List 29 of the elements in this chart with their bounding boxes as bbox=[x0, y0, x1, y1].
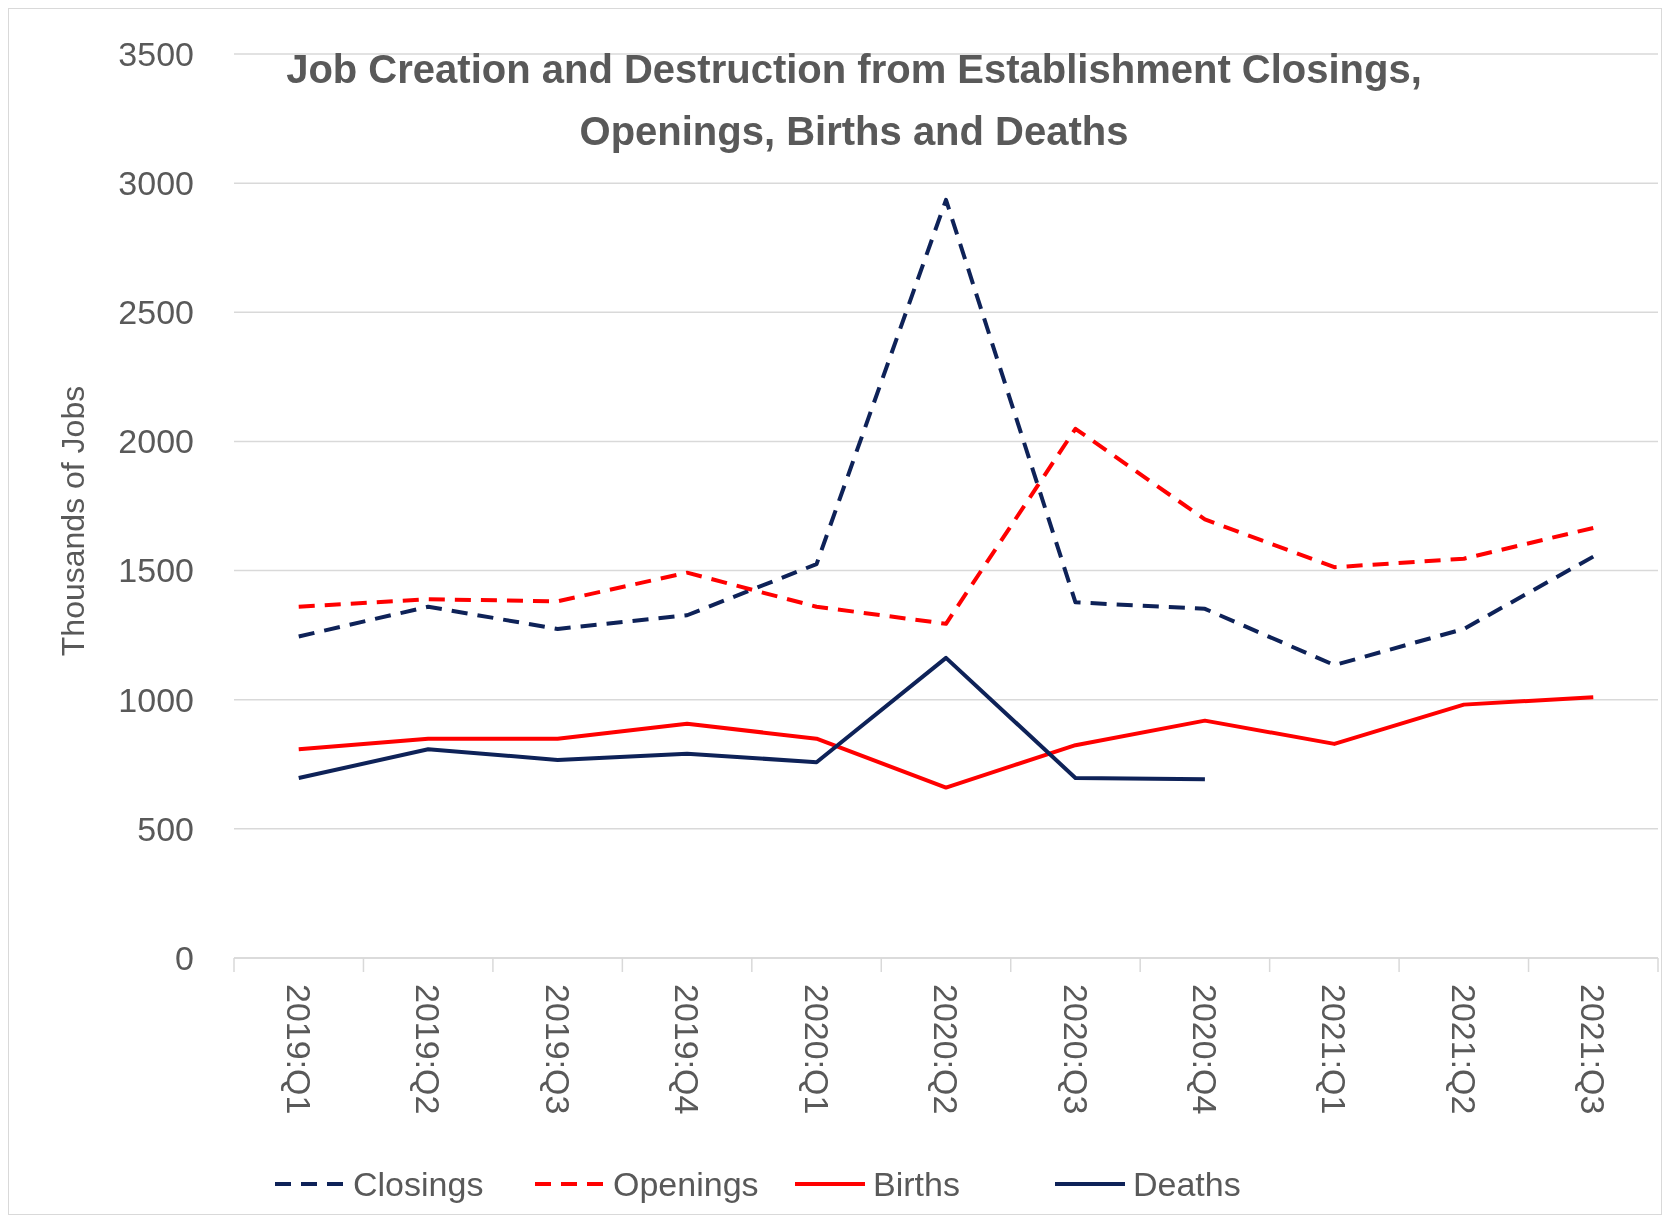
x-tick-label: 2020:Q4 bbox=[1186, 984, 1225, 1115]
line-series bbox=[296, 655, 1207, 782]
x-tick-label: 2019:Q1 bbox=[279, 984, 318, 1115]
legend-label: Deaths bbox=[1133, 1164, 1241, 1203]
legend-label: Births bbox=[873, 1164, 960, 1203]
y-tick-label: 3500 bbox=[118, 34, 194, 73]
y-tick-label: 2500 bbox=[118, 293, 194, 332]
y-tick-label: 1500 bbox=[118, 551, 194, 590]
y-tick-label: 3000 bbox=[118, 164, 194, 203]
y-tick-label: 2000 bbox=[118, 422, 194, 461]
line-series bbox=[296, 426, 1596, 626]
y-tick-label: 0 bbox=[175, 938, 194, 977]
x-tick-label: 2021:Q3 bbox=[1574, 984, 1613, 1115]
y-tick-label: 1000 bbox=[118, 680, 194, 719]
y-axis-title: Thousands of Jobs bbox=[55, 385, 91, 657]
y-tick-label: 500 bbox=[137, 809, 194, 848]
x-tick-label: 2021:Q2 bbox=[1444, 984, 1483, 1115]
line-series bbox=[296, 695, 1596, 790]
x-tick-label: 2019:Q4 bbox=[668, 984, 707, 1115]
x-tick-label: 2019:Q2 bbox=[409, 984, 448, 1115]
x-tick-label: 2020:Q3 bbox=[1056, 984, 1095, 1115]
legend-label: Openings bbox=[613, 1164, 759, 1203]
text: Job Creation and Destruction from Establishment Closings, Openings, Births and Deaths bbox=[286, 47, 1422, 153]
x-tick-label: 2021:Q1 bbox=[1315, 984, 1354, 1115]
x-tick-label: 2020:Q2 bbox=[927, 984, 966, 1115]
legend-label: Closings bbox=[353, 1164, 484, 1203]
x-tick-label: 2020:Q1 bbox=[797, 984, 836, 1115]
x-tick-label: 2019:Q3 bbox=[538, 984, 577, 1115]
line-series bbox=[296, 197, 1596, 668]
